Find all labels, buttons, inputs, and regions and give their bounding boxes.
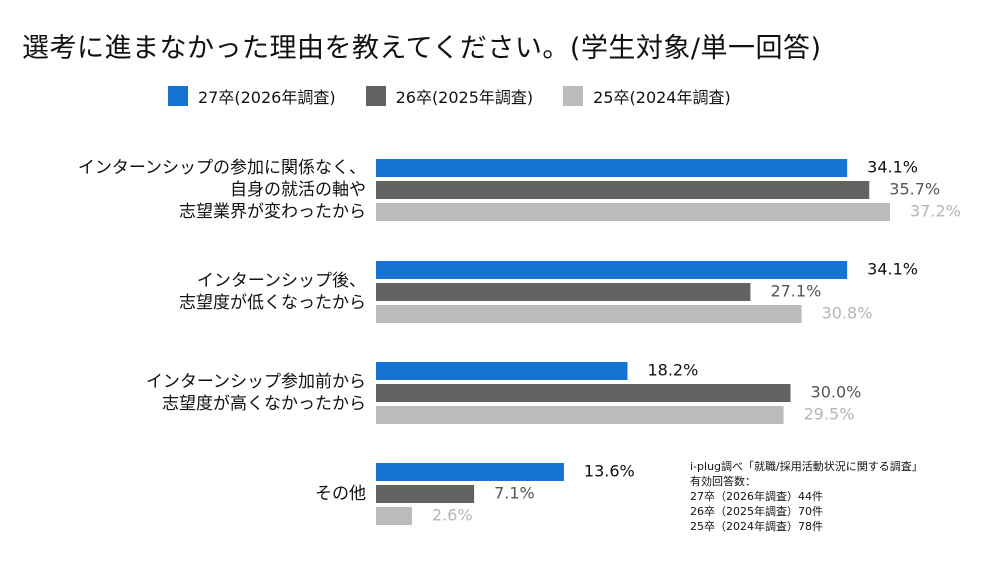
- legend-item-25: 25卒(2024年調査): [563, 84, 731, 108]
- category-label: インターンシップ後、: [197, 271, 366, 291]
- legend-swatch-26: [365, 86, 386, 106]
- source-line-2: 有効回答数：: [690, 475, 756, 488]
- data-label: 18.2%: [647, 361, 698, 380]
- legend-item-26: 26卒(2025年調査): [365, 84, 534, 108]
- bar: [376, 261, 848, 279]
- legend-item-27: 27卒(2026年調査): [168, 84, 336, 108]
- data-label: 7.1%: [494, 484, 535, 503]
- bar: [376, 181, 870, 199]
- data-label: 27.1%: [770, 282, 821, 301]
- legend: 27卒(2026年調査) 26卒(2025年調査) 25卒(2024年調査): [168, 84, 731, 108]
- data-label: 34.1%: [867, 260, 918, 279]
- data-label: 2.6%: [432, 506, 473, 525]
- source-line-3: 27卒（2026年調査）44件: [690, 490, 823, 503]
- chart-title: 選考に進まなかった理由を教えてください。(学生対象/単一回答): [22, 33, 822, 64]
- category-label: 志望度が高くなかったから: [162, 394, 366, 414]
- data-label: 30.0%: [811, 383, 862, 402]
- category-label: インターンシップ参加前から: [146, 372, 366, 392]
- category-label: その他: [315, 484, 366, 504]
- category-label: 自身の就活の軸や: [230, 180, 366, 200]
- source-line-1: i-plug調べ「就職/採用活動状況に関する調査」: [690, 460, 923, 473]
- data-label: 13.6%: [584, 462, 635, 481]
- bar: [376, 203, 890, 221]
- bar: [376, 485, 475, 503]
- legend-swatch-25: [563, 86, 584, 106]
- data-label: 30.8%: [822, 304, 873, 323]
- bar: [376, 283, 751, 301]
- category-label: インターンシップの参加に関係なく、: [78, 158, 366, 178]
- legend-label-26: 26卒(2025年調査): [395, 88, 534, 107]
- legend-label-27: 27卒(2026年調査): [198, 88, 336, 107]
- source-line-4: 26卒（2025年調査）70件: [690, 505, 823, 518]
- bar: [376, 463, 564, 481]
- bar: [376, 159, 848, 177]
- bar: [376, 384, 791, 402]
- bar: [376, 507, 412, 525]
- legend-swatch-27: [168, 86, 188, 106]
- data-label: 34.1%: [867, 158, 918, 177]
- bar: [376, 305, 802, 323]
- source-line-5: 25卒（2024年調査）78件: [690, 520, 823, 533]
- data-label: 37.2%: [910, 202, 961, 221]
- legend-label-25: 25卒(2024年調査): [593, 88, 731, 107]
- data-label: 29.5%: [804, 405, 855, 424]
- data-label: 35.7%: [889, 180, 940, 199]
- category-label: 志望業界が変わったから: [179, 202, 366, 222]
- bar: [376, 362, 628, 380]
- source-note: i-plug調べ「就職/採用活動状況に関する調査」 有効回答数： 27卒（202…: [690, 459, 923, 534]
- category-label: 志望度が低くなったから: [179, 293, 366, 313]
- bar: [376, 406, 784, 424]
